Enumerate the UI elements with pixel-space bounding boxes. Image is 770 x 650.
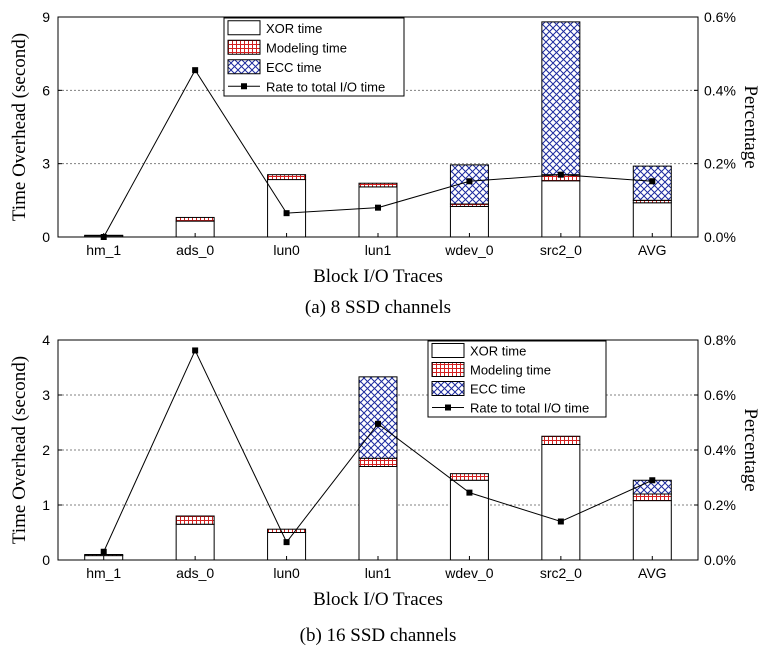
rate-point [557,171,564,178]
legend-label: Rate to total I/O time [470,401,589,416]
legend-label: XOR time [266,21,322,36]
x-tick-label: AVG [638,242,667,258]
x-tick-label: src2_0 [540,242,582,258]
x-tick-label: src2_0 [540,565,582,581]
rate-point [375,420,381,427]
rate-point [649,178,656,185]
x-axis-title: Block I/O Traces [313,589,443,610]
bar-segment [632,202,672,238]
bar-segment [175,515,215,525]
bar-segment [267,174,307,181]
y2-tick-label: 0.2% [704,156,736,172]
plot-frame [57,339,699,561]
rate-point [192,347,199,354]
y2-tick-label: 0.8% [704,332,736,348]
rate-point [283,539,290,546]
y2-axis-title: Percentage [740,85,761,168]
y-tick-label: 0 [42,552,50,568]
bar-segment [541,21,581,176]
rate-point [375,204,381,211]
y-axis-title: Time Overhead (second) [9,356,30,544]
legend-label: ECC time [266,60,322,75]
legend-label: ECC time [470,382,526,397]
bar-segment [267,179,307,238]
bar-segment [267,528,307,534]
y-axis-title: Time Overhead (second) [9,33,30,221]
bar-segment [632,493,672,502]
x-tick-label: hm_1 [86,242,121,258]
bar-segment [267,532,307,561]
bar-segment [541,435,581,445]
x-tick-label: hm_1 [86,565,121,581]
x-axis-title: Block I/O Traces [313,266,443,287]
y-tick-label: 3 [42,387,50,403]
bar-segment [175,216,215,222]
y2-tick-label: 0.0% [704,229,736,245]
x-tick-label: lun0 [273,242,300,258]
y2-tick-label: 0.0% [704,552,736,568]
y-tick-label: 6 [42,82,50,98]
legend-swatch [227,59,261,75]
chart-caption: (a) 8 SSD channels [305,297,451,318]
rate-point [557,518,564,525]
x-tick-label: AVG [638,565,667,581]
legend: XOR time Modeling time ECC time Rate to tot… [223,17,405,97]
bar-segment [358,466,398,561]
y2-axis-title: Percentage [740,408,761,491]
legend-label: Modeling time [470,363,551,378]
x-tick-label: wdev_0 [444,565,493,581]
legend-swatch [227,39,261,55]
legend: XOR time Modeling time ECC time Rate to tot… [427,340,607,418]
bar-segment [541,180,581,238]
x-tick-label: lun0 [273,565,300,581]
y2-tick-label: 0.6% [704,9,736,25]
legend-swatch [431,343,465,358]
y-tick-label: 2 [42,442,50,458]
y2-tick-label: 0.2% [704,497,736,513]
bar-segment [449,164,489,205]
bar-segment [449,205,489,238]
chart-caption: (b) 16 SSD channels [300,625,457,646]
bar-segment [449,473,489,481]
x-tick-label: wdev_0 [444,242,493,258]
legend-swatch [431,362,465,377]
x-tick-label: lun1 [365,242,392,258]
bar-segment [541,444,581,561]
bar-segment [358,457,398,467]
chart-8-ssd-channels: 0 3 6 9 0.0% 0.2% 0.4% 0.6% hm_1 ads_0 lun0 lun1 wde… [9,9,761,318]
bar-segment [358,186,398,238]
x-tick-label: ads_0 [176,565,214,581]
y-tick-label: 9 [42,9,50,25]
chart-16-ssd-channels: 0 1 2 3 4 0.0% 0.2% 0.4% 0.6% 0.8% hm_1 ads_0 lun0 lu… [9,332,761,646]
legend-swatch [227,20,261,36]
y2-tick-label: 0.4% [704,442,736,458]
rate-point [100,548,107,555]
rate-point [192,67,199,74]
legend-label: Rate to total I/O time [266,79,385,94]
legend-swatch [431,381,465,396]
plot-frame [57,16,699,238]
rate-point [466,489,473,496]
bar-segment [358,182,398,188]
y-tick-label: 1 [42,497,50,513]
bar-segment [175,523,215,561]
legend-marker [241,83,247,90]
legend-label: XOR time [470,344,526,359]
x-tick-label: lun1 [365,565,392,581]
legend-label: Modeling time [266,40,347,55]
y-tick-label: 0 [42,229,50,245]
y2-tick-label: 0.6% [704,387,736,403]
bar-segment [632,500,672,561]
legend-marker [445,404,451,411]
x-tick-label: ads_0 [176,242,214,258]
y-tick-label: 4 [42,332,50,348]
rate-point [649,477,656,484]
rate-point [466,178,473,185]
bar-segment [358,376,398,459]
y2-tick-label: 0.4% [704,82,736,98]
y-tick-label: 3 [42,156,50,172]
rate-point [283,210,290,217]
